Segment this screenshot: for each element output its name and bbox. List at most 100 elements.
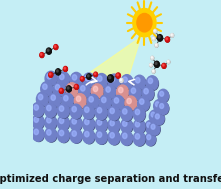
Circle shape [131,87,141,100]
Circle shape [97,76,102,81]
Circle shape [137,13,152,32]
Circle shape [133,9,156,37]
Circle shape [138,97,149,111]
Circle shape [49,73,53,77]
Circle shape [95,105,107,120]
Circle shape [143,88,154,101]
Circle shape [43,84,47,89]
Circle shape [70,72,82,87]
Circle shape [40,53,44,57]
Circle shape [75,85,76,87]
Circle shape [66,86,71,92]
Circle shape [153,37,154,39]
Circle shape [59,117,70,130]
Circle shape [89,97,93,102]
Circle shape [144,88,148,94]
Circle shape [70,116,82,131]
Circle shape [121,119,132,133]
Circle shape [145,133,156,146]
Circle shape [168,61,169,62]
Circle shape [159,103,169,115]
Circle shape [51,95,55,100]
Circle shape [97,131,107,144]
Circle shape [142,86,154,101]
Circle shape [85,75,89,81]
Circle shape [59,130,64,136]
Circle shape [110,76,115,82]
Circle shape [102,97,106,103]
Circle shape [155,62,157,64]
Circle shape [67,84,78,98]
Circle shape [87,74,91,79]
Circle shape [108,74,120,88]
Circle shape [117,74,118,76]
Circle shape [120,79,121,81]
Circle shape [47,118,51,123]
Circle shape [166,38,168,40]
Circle shape [149,110,160,123]
Circle shape [151,57,154,60]
Circle shape [45,127,57,142]
Circle shape [34,105,38,110]
Circle shape [114,97,124,110]
Circle shape [165,37,170,42]
Circle shape [59,105,70,118]
Circle shape [74,84,78,89]
Circle shape [88,96,99,109]
Circle shape [45,103,57,117]
Circle shape [57,70,58,72]
Circle shape [147,122,151,127]
Circle shape [151,124,155,129]
Circle shape [155,102,159,107]
Circle shape [55,84,66,97]
Circle shape [151,124,160,136]
Circle shape [57,116,69,130]
Circle shape [154,112,164,125]
Circle shape [66,83,78,97]
Circle shape [127,98,131,104]
Circle shape [64,95,68,101]
Circle shape [135,121,145,134]
Circle shape [105,86,116,99]
Circle shape [40,53,44,57]
Circle shape [167,60,170,64]
Circle shape [32,115,44,129]
Circle shape [54,45,58,50]
Circle shape [151,111,160,123]
Circle shape [88,75,89,77]
Circle shape [57,128,69,142]
Circle shape [171,34,174,37]
Circle shape [135,109,140,115]
Circle shape [108,118,120,132]
Circle shape [110,120,114,126]
Circle shape [133,119,145,134]
Circle shape [50,94,61,107]
Circle shape [134,75,145,90]
Circle shape [70,129,82,143]
Circle shape [34,117,38,122]
Circle shape [79,83,90,98]
Circle shape [41,82,53,96]
Circle shape [95,118,107,132]
Circle shape [59,106,64,111]
Circle shape [84,106,95,119]
Circle shape [71,118,82,131]
Circle shape [93,85,103,99]
Circle shape [121,106,132,121]
Circle shape [55,46,56,47]
Circle shape [96,74,107,88]
Circle shape [135,134,140,139]
Circle shape [57,104,69,118]
Circle shape [135,122,140,127]
Circle shape [171,34,172,36]
Circle shape [75,85,78,89]
Circle shape [108,106,120,120]
Circle shape [149,122,160,135]
Circle shape [80,77,84,81]
Circle shape [50,73,51,75]
Circle shape [152,70,155,73]
Circle shape [160,104,164,108]
Circle shape [55,84,60,90]
Circle shape [133,131,145,146]
Circle shape [121,131,132,145]
